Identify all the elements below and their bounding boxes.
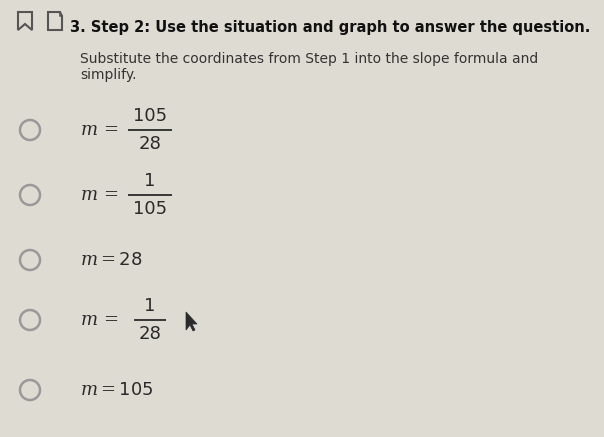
Text: 105: 105 xyxy=(133,107,167,125)
Text: $m\,=$: $m\,=$ xyxy=(80,186,118,204)
Text: simplify.: simplify. xyxy=(80,68,137,82)
Text: 3. Step 2: Use the situation and graph to answer the question.: 3. Step 2: Use the situation and graph t… xyxy=(70,20,590,35)
Text: $m = $105: $m = $105 xyxy=(80,381,154,399)
Text: 105: 105 xyxy=(133,200,167,218)
Text: 28: 28 xyxy=(138,135,161,153)
Text: $m\,=$: $m\,=$ xyxy=(80,121,118,139)
Text: $m\,=$: $m\,=$ xyxy=(80,311,118,329)
Polygon shape xyxy=(186,312,197,331)
Text: 1: 1 xyxy=(144,297,156,315)
Text: Substitute the coordinates from Step 1 into the slope formula and: Substitute the coordinates from Step 1 i… xyxy=(80,52,538,66)
Text: $m = $28: $m = $28 xyxy=(80,251,143,269)
Text: 28: 28 xyxy=(138,325,161,343)
Text: 1: 1 xyxy=(144,172,156,190)
